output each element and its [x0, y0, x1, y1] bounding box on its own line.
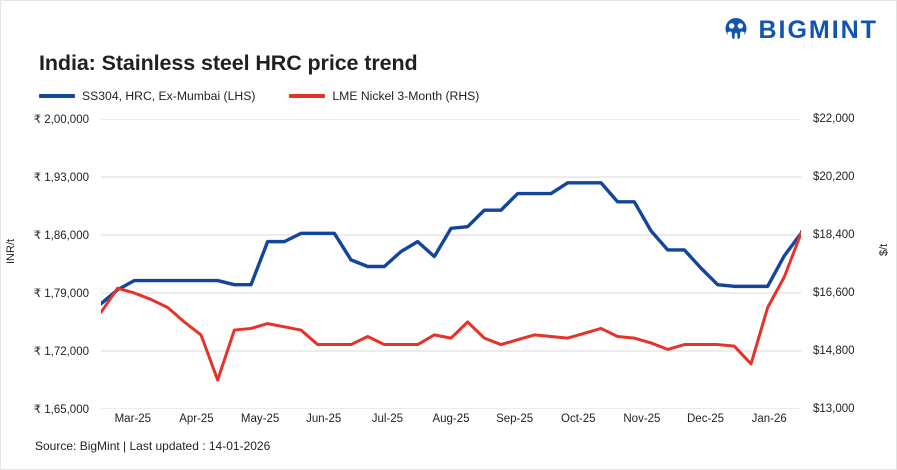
legend-swatch-red: [289, 94, 326, 98]
y-axis-tick-right: $18,400: [813, 229, 855, 241]
chart-legend: SS304, HRC, Ex-Mumbai (LHS) LME Nickel 3…: [39, 89, 479, 103]
series-line-ss304: [101, 181, 801, 306]
y-axis-title-right: $/t: [878, 243, 890, 256]
legend-item-ss304[interactable]: SS304, HRC, Ex-Mumbai (LHS): [39, 89, 255, 103]
y-axis-tick-left: ₹ 1,93,000: [33, 172, 89, 184]
chart-canvas: [101, 119, 801, 409]
y-axis-tick-left: ₹ 1,86,000: [33, 230, 89, 242]
x-axis-tick: Jun-25: [306, 413, 342, 425]
y-axis-tick-left: ₹ 1,72,000: [33, 346, 89, 358]
page-title: India: Stainless steel HRC price trend: [39, 51, 418, 75]
x-axis-tick: Jul-25: [371, 413, 404, 425]
x-axis-tick: Dec-25: [686, 413, 725, 425]
bigmint-people-icon: [725, 18, 747, 42]
x-axis-tick: Apr-25: [179, 413, 214, 425]
y-axis-tick-left: ₹ 1,79,000: [33, 288, 89, 300]
brand-name: BIGMINT: [758, 15, 878, 44]
y-axis-tick-right: $20,200: [813, 171, 855, 183]
series-line-lme-nickel: [101, 231, 801, 382]
x-axis-tick: Jan-26: [751, 413, 787, 425]
x-axis-tick: Nov-25: [623, 413, 661, 425]
y-axis-tick-left: ₹ 2,00,000: [33, 114, 89, 126]
y-axis-tick-right: $14,800: [813, 345, 855, 357]
x-axis-tick: Aug-25: [432, 413, 470, 425]
legend-swatch-blue: [39, 94, 75, 98]
x-axis-tick: Mar-25: [114, 413, 152, 425]
x-axis-tick: Oct-25: [561, 413, 596, 425]
x-axis-tick: Sep-25: [496, 413, 534, 425]
brand-logo: BIGMINT: [721, 15, 878, 45]
y-axis-title-left: INR/t: [5, 238, 17, 264]
x-axis-tick: May-25: [240, 413, 280, 425]
source-note: Source: BigMint | Last updated : 14-01-2…: [35, 439, 271, 453]
y-axis-tick-left: ₹ 1,65,000: [33, 404, 89, 416]
legend-item-lme-nickel[interactable]: LME Nickel 3-Month (RHS): [289, 89, 479, 103]
y-axis-tick-right: $13,000: [813, 403, 855, 415]
legend-label-lme-nickel: LME Nickel 3-Month (RHS): [332, 89, 480, 103]
y-axis-tick-right: $22,000: [813, 113, 855, 125]
chart-plot-area: [101, 119, 801, 409]
y-axis-tick-right: $16,600: [813, 287, 855, 299]
legend-label-ss304: SS304, HRC, Ex-Mumbai (LHS): [82, 89, 256, 103]
